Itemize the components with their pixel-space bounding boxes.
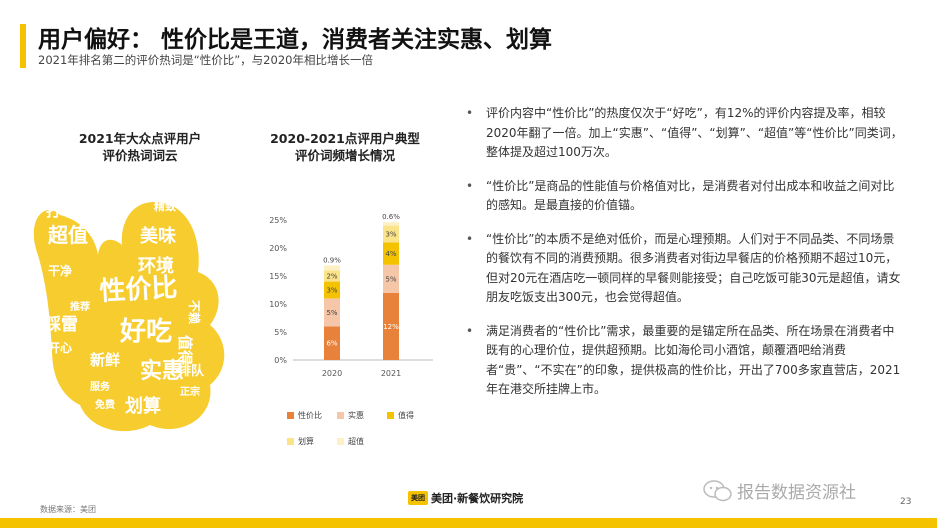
- cloud-word: 精致: [154, 199, 177, 213]
- bullet-dot-icon: •: [466, 106, 474, 120]
- legend-label: 划算: [298, 436, 314, 446]
- cloud-word: 新鲜: [90, 351, 120, 369]
- legend-label: 性价比: [298, 410, 322, 420]
- cloud-word: 打卡: [46, 202, 76, 220]
- word-cloud-title-line2: 评价热词词云: [102, 148, 178, 163]
- stacked-bar-chart: 0% 5% 10% 15% 20% 25% 6% 5% 3% 2% 0.9% 2020 12% 5% 4% 3…: [269, 213, 433, 446]
- data-label: 3%: [385, 231, 396, 239]
- cloud-word: 推荐: [70, 300, 90, 313]
- bar-segment: [324, 281, 340, 299]
- cloud-word: 开心: [48, 341, 72, 355]
- bar-segment: [383, 225, 399, 243]
- cloud-word: 环境: [138, 255, 174, 277]
- bullet-text: 满足消费者的“性价比”需求，最重要的是锚定所在品类、所在场景在消费者中既有的心理…: [486, 323, 901, 397]
- legend-swatch: [287, 412, 294, 419]
- cloud-word: 不赖: [187, 300, 202, 324]
- data-label: 6%: [326, 340, 337, 348]
- bullet-dot-icon: •: [466, 231, 474, 246]
- data-label: 2%: [326, 273, 337, 281]
- data-label: 4%: [385, 250, 396, 258]
- x-tick-label: 2021: [381, 369, 401, 378]
- logo-text: 美团·新餐饮研究院: [431, 492, 524, 505]
- y-tick-label: 0%: [274, 356, 287, 365]
- meituan-logo: 美团 美团·新餐饮研究院: [408, 490, 523, 506]
- page-subtitle: 2021年排名第二的评价热词是“性价比”，与2020年相比增长一倍: [38, 53, 373, 67]
- data-label: 3%: [326, 287, 337, 295]
- data-label: 5%: [385, 275, 396, 283]
- cloud-word: 踩雷: [44, 315, 78, 335]
- bullet-paragraph: • “性价比”的本质不是绝对低价，而是心理预期。人们对于不同品类、不同场景的餐饮有…: [466, 230, 906, 308]
- cloud-word: 干净: [48, 263, 72, 278]
- y-tick-label: 5%: [274, 328, 287, 337]
- cloud-word: 免费: [95, 398, 115, 411]
- bar-segment: [324, 265, 340, 271]
- watermark: 报告数据资源社: [703, 478, 856, 503]
- bullet-paragraph: • “性价比”是商品的性能值与价格值对比，是消费者对付出成本和收益之间对比的感知。…: [466, 177, 906, 216]
- page-number: 23: [900, 497, 912, 507]
- legend-label: 超值: [348, 436, 364, 446]
- bullet-dot-icon: •: [466, 323, 474, 338]
- data-label: 0.6%: [382, 213, 400, 221]
- legend-label: 值得: [398, 410, 414, 420]
- cloud-word: 超值: [47, 223, 88, 247]
- legend-swatch: [287, 438, 294, 445]
- bullet-paragraph: • 满足消费者的“性价比”需求，最重要的是锚定所在品类、所在场景在消费者中既有的心…: [466, 322, 906, 400]
- bullet-text: 评价内容中“性价比”的热度仅次于“好吃”，有12%的评价内容提及率，相较2020…: [486, 106, 903, 159]
- logo-badge: 美团: [408, 491, 428, 505]
- legend-swatch: [387, 412, 394, 419]
- bullet-list: • 评价内容中“性价比”的热度仅次于“好吃”，有12%的评价内容提及率，相较202…: [466, 104, 906, 414]
- legend-swatch: [337, 438, 344, 445]
- cloud-word: 排队: [178, 363, 205, 379]
- bullet-dot-icon: •: [466, 178, 474, 193]
- y-tick-label: 10%: [269, 300, 287, 309]
- bar-segment: [383, 242, 399, 265]
- word-cloud-shape: [33, 201, 225, 432]
- cloud-word: 划算: [125, 395, 161, 417]
- y-tick-label: 20%: [269, 244, 287, 253]
- data-label: 0.9%: [323, 256, 341, 264]
- cloud-word: 好吃: [119, 317, 172, 347]
- bar-segment: [383, 292, 399, 360]
- title-accent-bar: [20, 24, 26, 68]
- bar-segment: [324, 326, 340, 360]
- data-label: 5%: [326, 309, 337, 317]
- cloud-word: 美味: [140, 225, 176, 247]
- data-label: 12%: [383, 323, 399, 331]
- y-tick-label: 25%: [269, 216, 287, 225]
- bullet-text: “性价比”是商品的性能值与价格值对比，是消费者对付出成本和收益之间对比的感知。是…: [486, 178, 895, 213]
- bullet-text: “性价比”的本质不是绝对低价，而是心理预期。人们对于不同品类、不同场景的餐饮有不…: [486, 231, 901, 305]
- chart-title: 2020-2021点评用户典型 评价词频增长情况: [260, 130, 430, 164]
- wechat-icon: [703, 479, 732, 501]
- bullet-paragraph: • 评价内容中“性价比”的热度仅次于“好吃”，有12%的评价内容提及率，相较202…: [466, 104, 906, 163]
- bar-segment: [383, 222, 399, 226]
- bar-segment: [383, 264, 399, 293]
- cloud-word: 性价比: [99, 273, 178, 307]
- data-source: 数据来源：美团: [40, 505, 96, 514]
- page-title: 用户偏好： 性价比是王道，消费者关注实惠、划算: [38, 27, 553, 53]
- bottom-accent-bar: [0, 518, 937, 528]
- word-cloud-title: 2021年大众点评用户 评价热词词云: [40, 130, 240, 164]
- cloud-word: 实惠: [140, 358, 184, 384]
- chart-title-line1: 2020-2021点评用户典型: [270, 131, 420, 146]
- chart-title-line2: 评价词频增长情况: [294, 148, 395, 163]
- cloud-word: 值得: [176, 335, 194, 365]
- bar-segment: [324, 270, 340, 282]
- legend-label: 实惠: [348, 410, 364, 420]
- legend-swatch: [337, 412, 344, 419]
- word-cloud-title-line1: 2021年大众点评用户: [78, 131, 202, 146]
- bar-segment: [324, 298, 340, 327]
- cloud-word: 正宗: [180, 385, 200, 398]
- watermark-text: 报告数据资源社: [737, 483, 856, 503]
- y-tick-label: 15%: [269, 272, 287, 281]
- x-tick-label: 2020: [322, 369, 342, 378]
- cloud-word: 服务: [90, 380, 111, 393]
